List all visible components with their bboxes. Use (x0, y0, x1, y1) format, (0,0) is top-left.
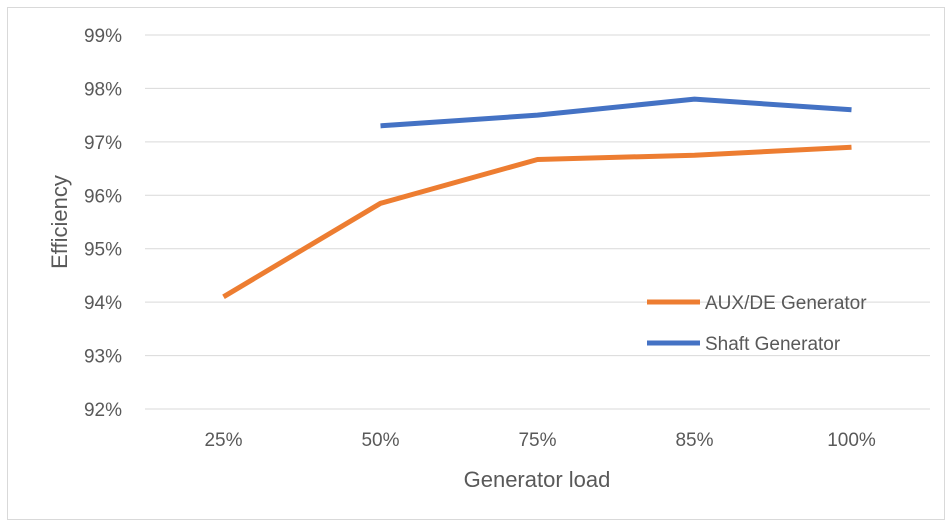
y-tick-label: 92% (84, 400, 122, 421)
gridlines (145, 34, 930, 410)
y-tick-label: 94% (84, 293, 122, 314)
y-tick-label: 97% (84, 133, 122, 154)
legend-label-shaft: Shaft Generator (705, 334, 841, 355)
x-tick-label: 85% (675, 430, 713, 451)
series-line-0 (222, 144, 852, 299)
y-tick-label: 99% (84, 26, 122, 47)
y-tick-label: 93% (84, 347, 122, 368)
series-line-1 (380, 96, 852, 129)
y-tick-label: 95% (84, 240, 122, 261)
x-axis-ticks: 25% 50% 75% 85% 100% (204, 430, 875, 451)
x-tick-label: 100% (827, 430, 876, 451)
y-axis-ticks: 92% 93% 94% 95% 96% 97% 98% 99% (84, 26, 122, 421)
x-axis-title: Generator load (464, 467, 611, 492)
legend: AUX/DE Generator Shaft Generator (647, 293, 867, 355)
x-tick-label: 50% (361, 430, 399, 451)
chart-frame (7, 7, 945, 520)
y-tick-label: 96% (84, 186, 122, 207)
x-tick-label: 25% (204, 430, 242, 451)
legend-label-aux-de: AUX/DE Generator (705, 293, 867, 314)
series-lines (222, 96, 852, 299)
y-axis-title: Efficiency (47, 175, 72, 269)
x-tick-label: 75% (518, 430, 556, 451)
y-tick-label: 98% (84, 79, 122, 100)
